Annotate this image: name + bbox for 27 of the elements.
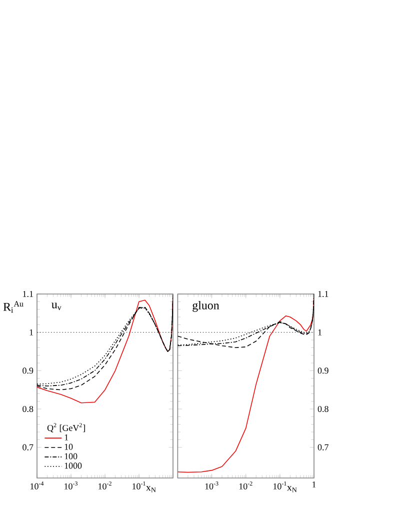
y-tick-label: 0.9 bbox=[318, 368, 328, 374]
y-tick-label: 1.1 bbox=[318, 290, 328, 298]
y-tick-label: 0.7 bbox=[22, 444, 34, 450]
legend-label: 10 bbox=[64, 444, 73, 450]
y-tick-label: 0.7 bbox=[318, 444, 328, 450]
legend-label: 1000 bbox=[64, 462, 82, 469]
legend-title: Q$^{2}$ [GeV$^{2}$] bbox=[47, 423, 85, 432]
y-tick-label: 1 bbox=[318, 329, 322, 336]
x-tick-label: 10$^{-2}$ bbox=[98, 482, 112, 490]
legend-label: 1 bbox=[64, 434, 68, 440]
y-tick-label: 0.8 bbox=[22, 406, 34, 412]
x-tick-label: 10$^{-2}$ bbox=[239, 482, 252, 490]
x-tick-label: 10$^{-3}$ bbox=[205, 482, 218, 490]
x-tick-label: 10$^{-1}$ bbox=[273, 482, 286, 490]
text: u$_{v}$ bbox=[52, 302, 62, 310]
x-axis-title: x$_{N}$ bbox=[287, 486, 297, 492]
x-tick-label: 10$^{-1}$ bbox=[132, 482, 146, 490]
y-tick-label: 0.8 bbox=[318, 406, 328, 412]
x-tick-label: 10$^{-4}$ bbox=[30, 482, 44, 490]
x-axis-title: x$_{N}$ bbox=[146, 486, 156, 492]
legend-label: 100 bbox=[64, 453, 78, 460]
y-tick-label: 1 bbox=[30, 329, 33, 336]
y-tick-label: 1.1 bbox=[23, 290, 33, 298]
text: gluon bbox=[192, 300, 220, 312]
x-tick-label: 1 bbox=[312, 482, 316, 488]
y-tick-label: 0.9 bbox=[22, 368, 34, 374]
x-tick-label: 10$^{-3}$ bbox=[64, 482, 78, 490]
